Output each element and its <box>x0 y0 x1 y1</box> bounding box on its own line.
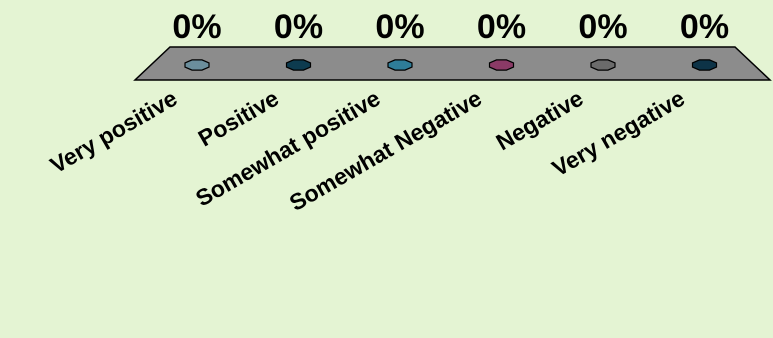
bar <box>387 59 413 71</box>
bar <box>285 59 312 71</box>
data-label: 0% <box>477 8 526 46</box>
value-labels-group: 0% 0% 0% 0% 0% 0% <box>172 8 729 46</box>
bar <box>590 59 616 71</box>
data-label: 0% <box>375 8 424 46</box>
bar <box>488 59 515 71</box>
bar-platform <box>133 46 772 81</box>
bars-group <box>184 59 718 71</box>
bar <box>691 59 718 71</box>
bar <box>184 59 210 71</box>
data-label: 0% <box>172 8 221 46</box>
data-label: 0% <box>680 8 729 46</box>
data-label: 0% <box>274 8 323 46</box>
data-label: 0% <box>578 8 627 46</box>
